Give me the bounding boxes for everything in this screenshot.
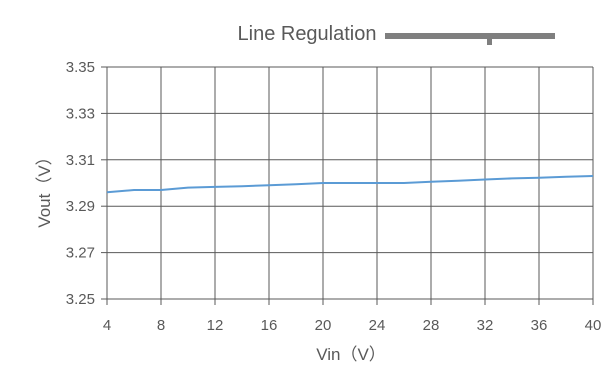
chart-title: Line Regulation (238, 23, 377, 45)
x-tick-label: 20 (315, 317, 332, 334)
y-tick-label: 3.33 (66, 105, 95, 122)
x-tick-label: 24 (369, 317, 386, 334)
x-axis-label: Vin（V） (316, 345, 386, 364)
x-tick-labels: 4 8 12 16 20 24 28 32 36 40 (103, 317, 602, 334)
x-tick-label: 16 (261, 317, 278, 334)
series-layer (106, 175, 594, 194)
y-tick-label: 3.31 (66, 152, 95, 169)
x-tick-label: 32 (477, 317, 494, 334)
x-tick-label: 36 (531, 317, 548, 334)
y-tick-label: 3.27 (66, 245, 95, 262)
x-tick-label: 28 (423, 317, 440, 334)
title-redaction-bar (385, 33, 555, 45)
x-tick-label: 4 (103, 317, 111, 334)
y-tick-label: 3.25 (66, 291, 95, 308)
y-tick-label: 3.29 (66, 198, 95, 215)
y-tick-label: 3.35 (66, 59, 95, 76)
grid-lines (101, 66, 594, 305)
x-tick-label: 8 (157, 317, 165, 334)
x-tick-label: 40 (585, 317, 602, 334)
y-tick-labels: 3.35 3.33 3.31 3.29 3.27 3.25 (66, 59, 95, 308)
y-axis-label: Vout（V） (35, 148, 54, 227)
x-tick-label: 12 (207, 317, 224, 334)
series-line (106, 175, 594, 194)
